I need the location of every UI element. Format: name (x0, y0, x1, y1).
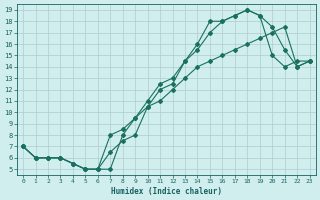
X-axis label: Humidex (Indice chaleur): Humidex (Indice chaleur) (111, 187, 222, 196)
